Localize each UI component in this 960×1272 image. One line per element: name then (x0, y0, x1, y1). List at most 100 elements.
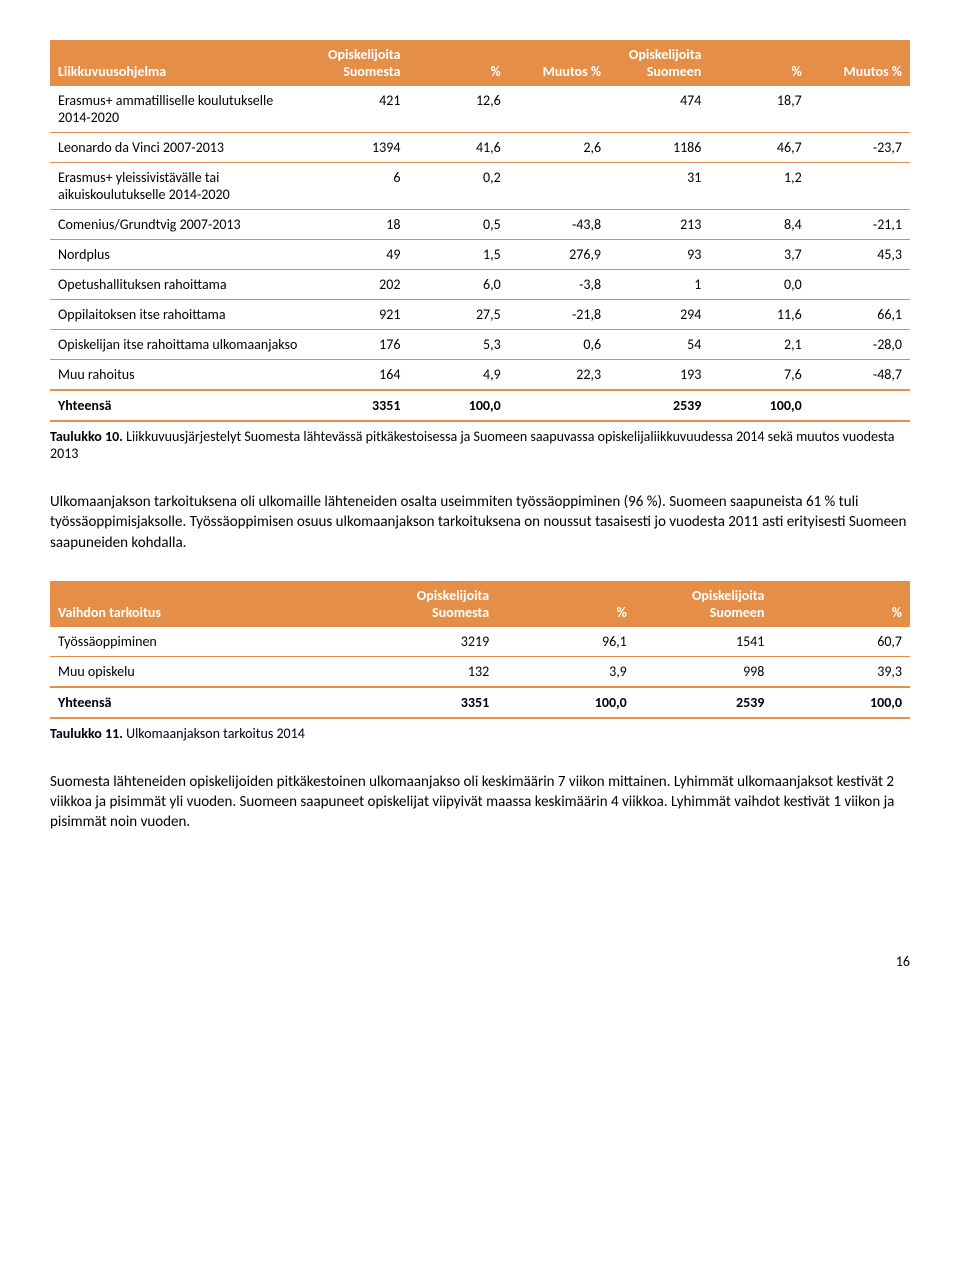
caption-label: Taulukko 10. (50, 428, 123, 445)
col-header: Opiskelijoita Suomesta (308, 40, 408, 86)
table-row: Muu rahoitus1644,922,31937,6-48,7 (50, 360, 910, 391)
table-row: Opetushallituksen rahoittama2026,0-3,810… (50, 270, 910, 300)
table-cell: Opetushallituksen rahoittama (50, 270, 308, 300)
table-cell: 2,6 (509, 133, 609, 163)
caption-label: Taulukko 11. (50, 725, 123, 742)
table-cell: 202 (308, 270, 408, 300)
table-cell: 421 (308, 86, 408, 133)
table-cell: 6,0 (408, 270, 508, 300)
table-cell: Erasmus+ ammatilliselle koulutukselle 20… (50, 86, 308, 133)
table-cell: Työssäoppiminen (50, 627, 360, 657)
table-cell: 921 (308, 300, 408, 330)
table-cell: Erasmus+ yleissivistävälle tai aikuiskou… (50, 163, 308, 210)
table-row: Comenius/Grundtvig 2007-2013180,5-43,821… (50, 210, 910, 240)
table-total-row: Yhteensä3351100,02539100,0 (50, 687, 910, 718)
table-cell: 213 (609, 210, 709, 240)
table-cell: 0,0 (709, 270, 809, 300)
table-cell: 4,9 (408, 360, 508, 391)
table-cell: 93 (609, 240, 709, 270)
exchange-purpose-table: Vaihdon tarkoitus Opiskelijoita Suomesta… (50, 581, 910, 719)
col-header: Muutos % (509, 40, 609, 86)
table-cell: 474 (609, 86, 709, 133)
table-cell: 3219 (360, 627, 498, 657)
table-cell: 3351 (360, 687, 498, 718)
table-cell: Yhteensä (50, 390, 308, 421)
col-header: Opiskelijoita Suomesta (360, 581, 498, 627)
col-header: Opiskelijoita Suomeen (635, 581, 773, 627)
table-cell (509, 390, 609, 421)
table-cell: 5,3 (408, 330, 508, 360)
table-row: Oppilaitoksen itse rahoittama92127,5-21,… (50, 300, 910, 330)
table-cell: 100,0 (497, 687, 635, 718)
table-cell: -21,1 (810, 210, 910, 240)
table-cell: 2539 (609, 390, 709, 421)
table-cell: 294 (609, 300, 709, 330)
table-cell: 2,1 (709, 330, 809, 360)
table-cell: 60,7 (772, 627, 910, 657)
table-cell: 1,5 (408, 240, 508, 270)
col-header: Muutos % (810, 40, 910, 86)
table-cell: 0,2 (408, 163, 508, 210)
table-cell: Comenius/Grundtvig 2007-2013 (50, 210, 308, 240)
table-row: Työssäoppiminen321996,1154160,7 (50, 627, 910, 657)
mobility-programme-table: Liikkuvuusohjelma Opiskelijoita Suomesta… (50, 40, 910, 422)
table-cell: 54 (609, 330, 709, 360)
table-row: Erasmus+ ammatilliselle koulutukselle 20… (50, 86, 910, 133)
col-header: % (772, 581, 910, 627)
table-cell: 22,3 (509, 360, 609, 391)
table-cell: Nordplus (50, 240, 308, 270)
col-header: Opiskelijoita Suomeen (609, 40, 709, 86)
table-cell: 8,4 (709, 210, 809, 240)
table-cell (810, 163, 910, 210)
table-cell: -21,8 (509, 300, 609, 330)
table-cell: 3351 (308, 390, 408, 421)
table-caption: Taulukko 11. Ulkomaanjakson tarkoitus 20… (50, 725, 910, 742)
table-cell: -28,0 (810, 330, 910, 360)
col-header: % (408, 40, 508, 86)
table-cell: 96,1 (497, 627, 635, 657)
table-header: Liikkuvuusohjelma Opiskelijoita Suomesta… (50, 40, 910, 86)
col-header: Vaihdon tarkoitus (50, 581, 360, 627)
caption-text: Ulkomaanjakson tarkoitus 2014 (123, 725, 305, 742)
table-cell: 39,3 (772, 656, 910, 687)
table-cell: 3,7 (709, 240, 809, 270)
table-row: Muu opiskelu1323,999839,3 (50, 656, 910, 687)
table-cell: 0,5 (408, 210, 508, 240)
table-header: Vaihdon tarkoitus Opiskelijoita Suomesta… (50, 581, 910, 627)
table-cell (509, 86, 609, 133)
col-header: Liikkuvuusohjelma (50, 40, 308, 86)
table-cell: 1541 (635, 627, 773, 657)
table-cell (810, 270, 910, 300)
table-cell: 27,5 (408, 300, 508, 330)
table-cell: 998 (635, 656, 773, 687)
table-cell: -48,7 (810, 360, 910, 391)
table-row: Leonardo da Vinci 2007-2013139441,62,611… (50, 133, 910, 163)
table-cell: 46,7 (709, 133, 809, 163)
table-cell: 100,0 (709, 390, 809, 421)
body-paragraph: Ulkomaanjakson tarkoituksena oli ulkomai… (50, 492, 910, 553)
col-header: % (497, 581, 635, 627)
table-cell: 176 (308, 330, 408, 360)
page-number: 16 (50, 953, 910, 970)
table-cell: 0,6 (509, 330, 609, 360)
table-cell: -23,7 (810, 133, 910, 163)
table-cell: 12,6 (408, 86, 508, 133)
table-cell (810, 86, 910, 133)
table-cell: Leonardo da Vinci 2007-2013 (50, 133, 308, 163)
table-cell: 3,9 (497, 656, 635, 687)
table-row: Opiskelijan itse rahoittama ulkomaanjaks… (50, 330, 910, 360)
table-cell: 18,7 (709, 86, 809, 133)
table-cell: 164 (308, 360, 408, 391)
table-cell: Opiskelijan itse rahoittama ulkomaanjaks… (50, 330, 308, 360)
table-total-row: Yhteensä3351100,02539100,0 (50, 390, 910, 421)
col-header: % (709, 40, 809, 86)
table-row: Erasmus+ yleissivistävälle tai aikuiskou… (50, 163, 910, 210)
table-caption: Taulukko 10. Liikkuvuusjärjestelyt Suome… (50, 428, 910, 462)
table-cell: 1,2 (709, 163, 809, 210)
table-cell (509, 163, 609, 210)
table-cell: 132 (360, 656, 498, 687)
table-cell: -43,8 (509, 210, 609, 240)
caption-text: Liikkuvuusjärjestelyt Suomesta lähteväss… (50, 428, 894, 462)
table-cell: Muu opiskelu (50, 656, 360, 687)
table-row: Nordplus491,5276,9933,745,3 (50, 240, 910, 270)
